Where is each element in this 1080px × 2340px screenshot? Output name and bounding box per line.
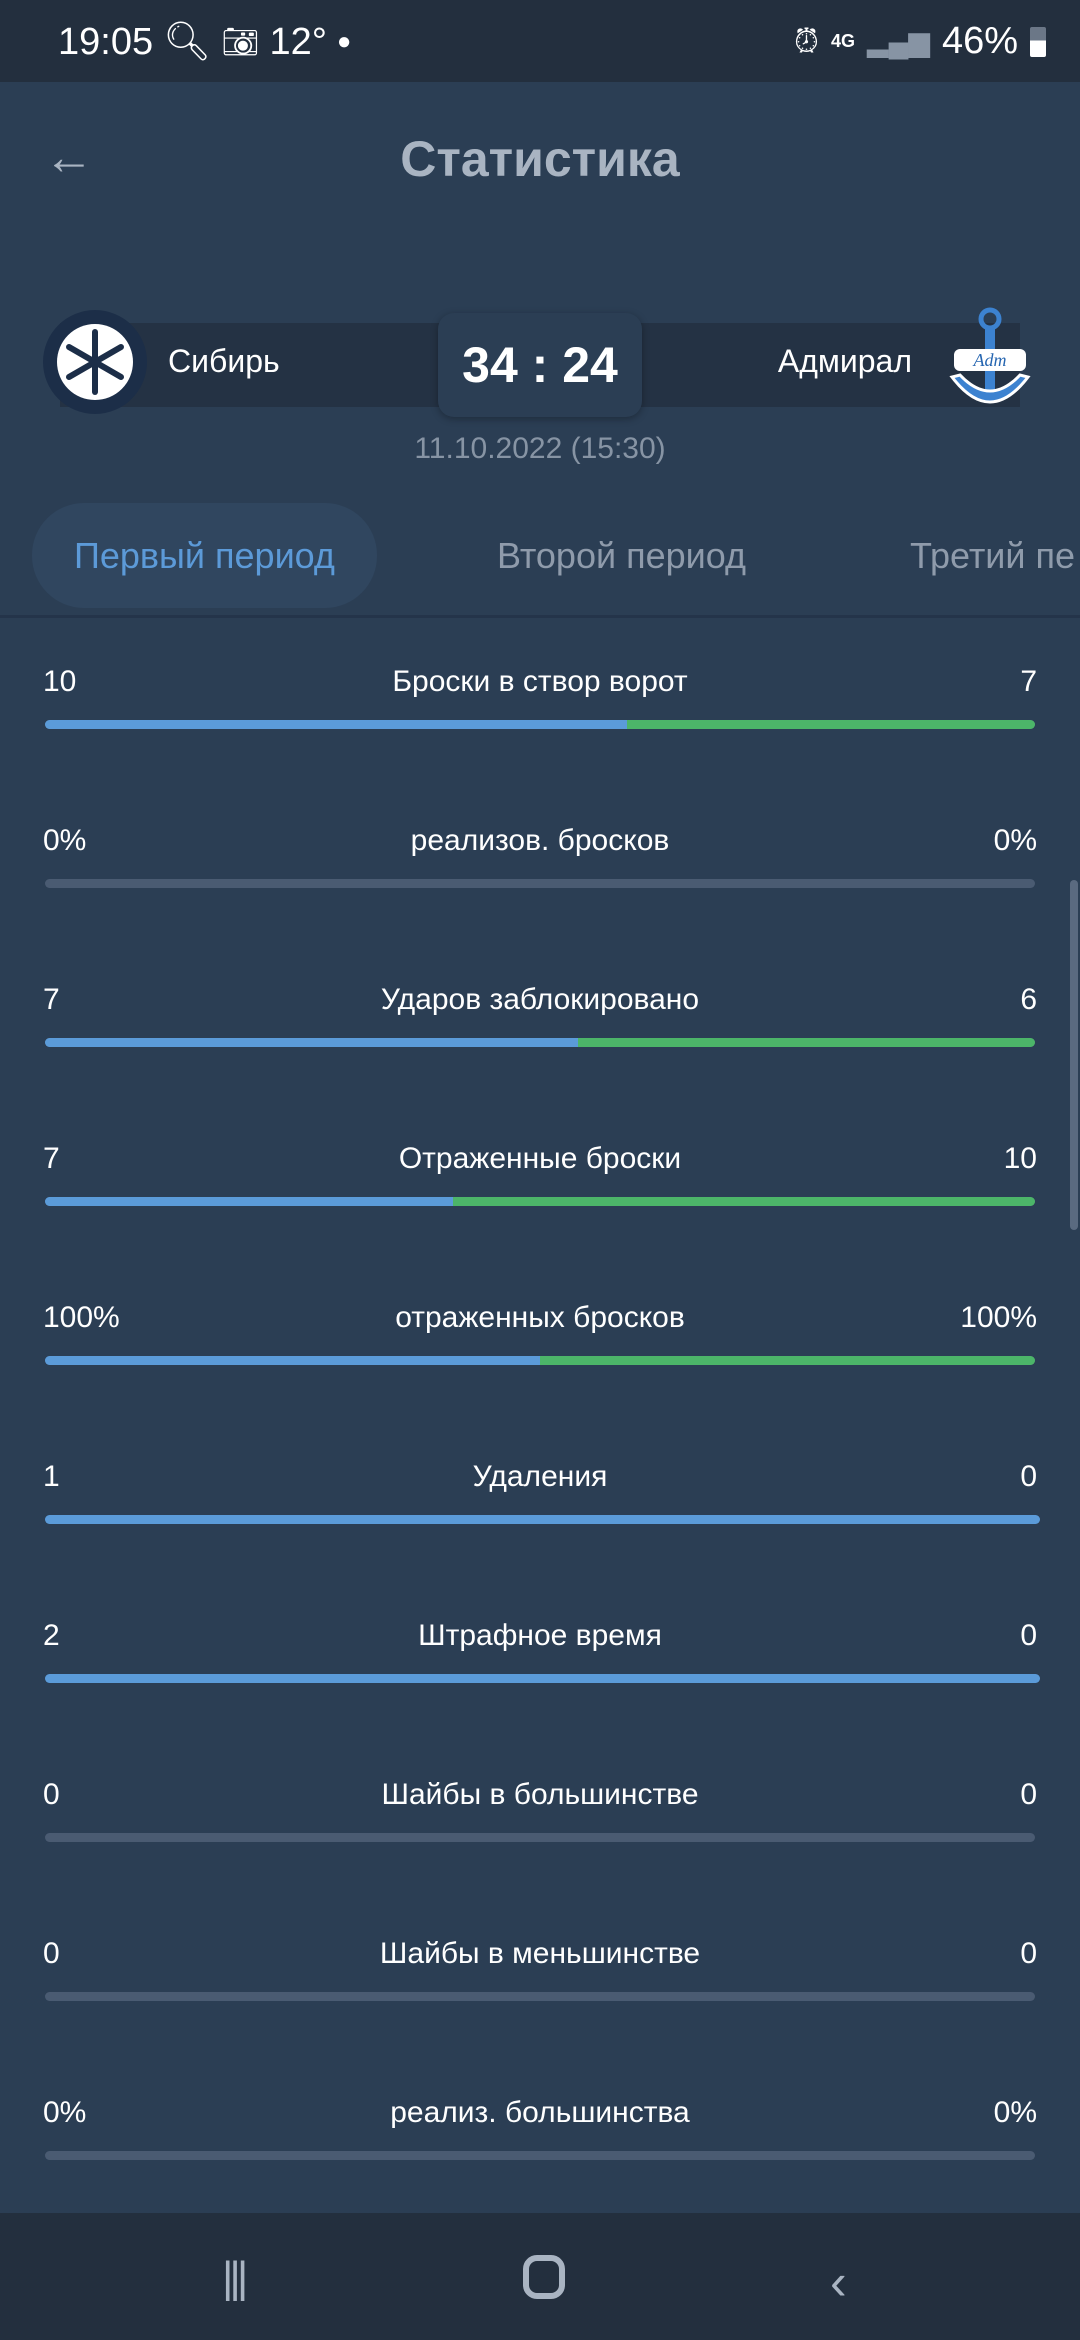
recent-apps-icon[interactable]: ||| (222, 2253, 248, 2302)
app-header: ← Статистика (0, 82, 1080, 232)
network-type: 4G (831, 31, 856, 51)
match-date: 11.10.2022 (15:30) (414, 432, 666, 465)
camera-icon: 📷︎ (221, 25, 260, 59)
away-share-bar (577, 1038, 1035, 1047)
tab-third-period[interactable]: Третий пе (910, 535, 1076, 576)
away-team-name: Адмирал (777, 343, 912, 379)
home-value: 0% (43, 824, 87, 857)
signal-icon: ▂▄▆ (867, 26, 930, 57)
stat-row: 7 Ударов заблокировано 6 (0, 983, 1080, 1142)
away-value: 0 (1020, 1460, 1037, 1493)
away-share-bar (540, 1356, 1035, 1365)
stat-label: Ударов заблокировано (380, 983, 700, 1016)
away-value: 0% (993, 824, 1037, 857)
stat-row: 10 Броски в створ ворот 7 (0, 665, 1080, 824)
stat-label: Шайбы в большинстве (381, 1778, 699, 1811)
stat-row: 0 Шайбы в меньшинстве 0 (0, 1937, 1080, 2096)
home-share-bar (45, 1356, 540, 1365)
stat-bar (45, 2151, 1035, 2160)
home-value: 10 (43, 665, 77, 698)
stat-label: Штрафное время (418, 1619, 662, 1652)
home-icon[interactable] (523, 2255, 565, 2299)
stat-row: 0 Шайбы в большинстве 0 (0, 1778, 1080, 1937)
home-share-bar (45, 1515, 1040, 1524)
home-value: 7 (43, 983, 60, 1016)
stat-bar (45, 1515, 1040, 1524)
stat-bar (45, 1833, 1035, 1842)
home-value: 100% (43, 1301, 120, 1334)
stat-label: реализ. большинства (390, 2096, 690, 2129)
system-nav-bar: ||| ‹ (0, 2213, 1080, 2340)
away-team-logo: Adm (940, 307, 1050, 422)
home-value: 1 (43, 1460, 60, 1493)
stat-bar (45, 1356, 1035, 1365)
stat-bar (45, 879, 1035, 888)
away-value: 10 (1003, 1142, 1037, 1175)
dot-icon: ● (336, 28, 352, 55)
battery-icon (1030, 26, 1046, 57)
clock: 19:05 (58, 20, 154, 63)
home-share-bar (45, 1038, 578, 1047)
home-value: 0% (43, 2096, 87, 2129)
home-share-bar (45, 1674, 1040, 1683)
period-tabs: Первый период Второй период Третий пе (0, 503, 1080, 618)
stat-label: отраженных бросков (395, 1301, 685, 1334)
stat-bar (45, 1992, 1035, 2001)
tab-first-period[interactable]: Первый период (32, 503, 377, 608)
home-share-bar (45, 1197, 453, 1206)
away-value: 0 (1020, 1619, 1037, 1652)
home-value: 7 (43, 1142, 60, 1175)
away-value: 6 (1020, 983, 1037, 1016)
page-title: Статистика (400, 131, 680, 187)
search-icon: 🔍︎ (163, 21, 212, 63)
match-score: 34 : 24 (438, 313, 642, 417)
stat-label: Удаления (472, 1460, 608, 1493)
stat-bar (45, 1197, 1035, 1206)
stat-label: реализов. бросков (410, 824, 670, 857)
stat-row: 0% реализов. бросков 0% (0, 824, 1080, 983)
stat-row: 7 Отраженные броски 10 (0, 1142, 1080, 1301)
back-nav-icon[interactable]: ‹ (830, 2254, 847, 2310)
home-share-bar (45, 720, 628, 729)
away-share-bar (627, 720, 1035, 729)
home-value: 2 (43, 1619, 60, 1652)
stat-label: Броски в створ ворот (392, 665, 688, 698)
alarm-icon: ⏰︎ (794, 22, 820, 59)
arrow-left-icon[interactable]: ← (44, 129, 94, 185)
stat-bar (45, 1674, 1040, 1683)
stat-bar (45, 1038, 1035, 1047)
status-bar: 19:05 🔍︎ 📷︎ 12° ● ⏰︎ 4G ▂▄▆ 46% (0, 0, 1080, 82)
scrollbar[interactable] (1070, 880, 1078, 1230)
stat-label: Отраженные броски (398, 1142, 682, 1175)
stat-row: 100% отраженных бросков 100% (0, 1301, 1080, 1460)
stat-row: 2 Штрафное время 0 (0, 1619, 1080, 1778)
temperature: 12° (269, 20, 327, 63)
stat-label: Шайбы в меньшинстве (379, 1937, 701, 1970)
stat-row: 1 Удаления 0 (0, 1460, 1080, 1619)
home-team-logo (40, 307, 150, 422)
home-value: 0 (43, 1937, 60, 1970)
battery-level: 46% (941, 20, 1018, 62)
away-value: 7 (1020, 665, 1037, 698)
tab-second-period[interactable]: Второй период (497, 535, 746, 576)
away-value: 0 (1020, 1937, 1037, 1970)
away-value: 0 (1020, 1778, 1037, 1811)
home-team-name: Сибирь (168, 343, 280, 379)
home-value: 0 (43, 1778, 60, 1811)
svg-text:Adm: Adm (973, 350, 1007, 370)
stat-row: 0% реализ. большинства 0% (0, 2096, 1080, 2255)
away-share-bar (452, 1197, 1035, 1206)
away-value: 100% (960, 1301, 1037, 1334)
stat-bar (45, 720, 1035, 729)
away-value: 0% (993, 2096, 1037, 2129)
